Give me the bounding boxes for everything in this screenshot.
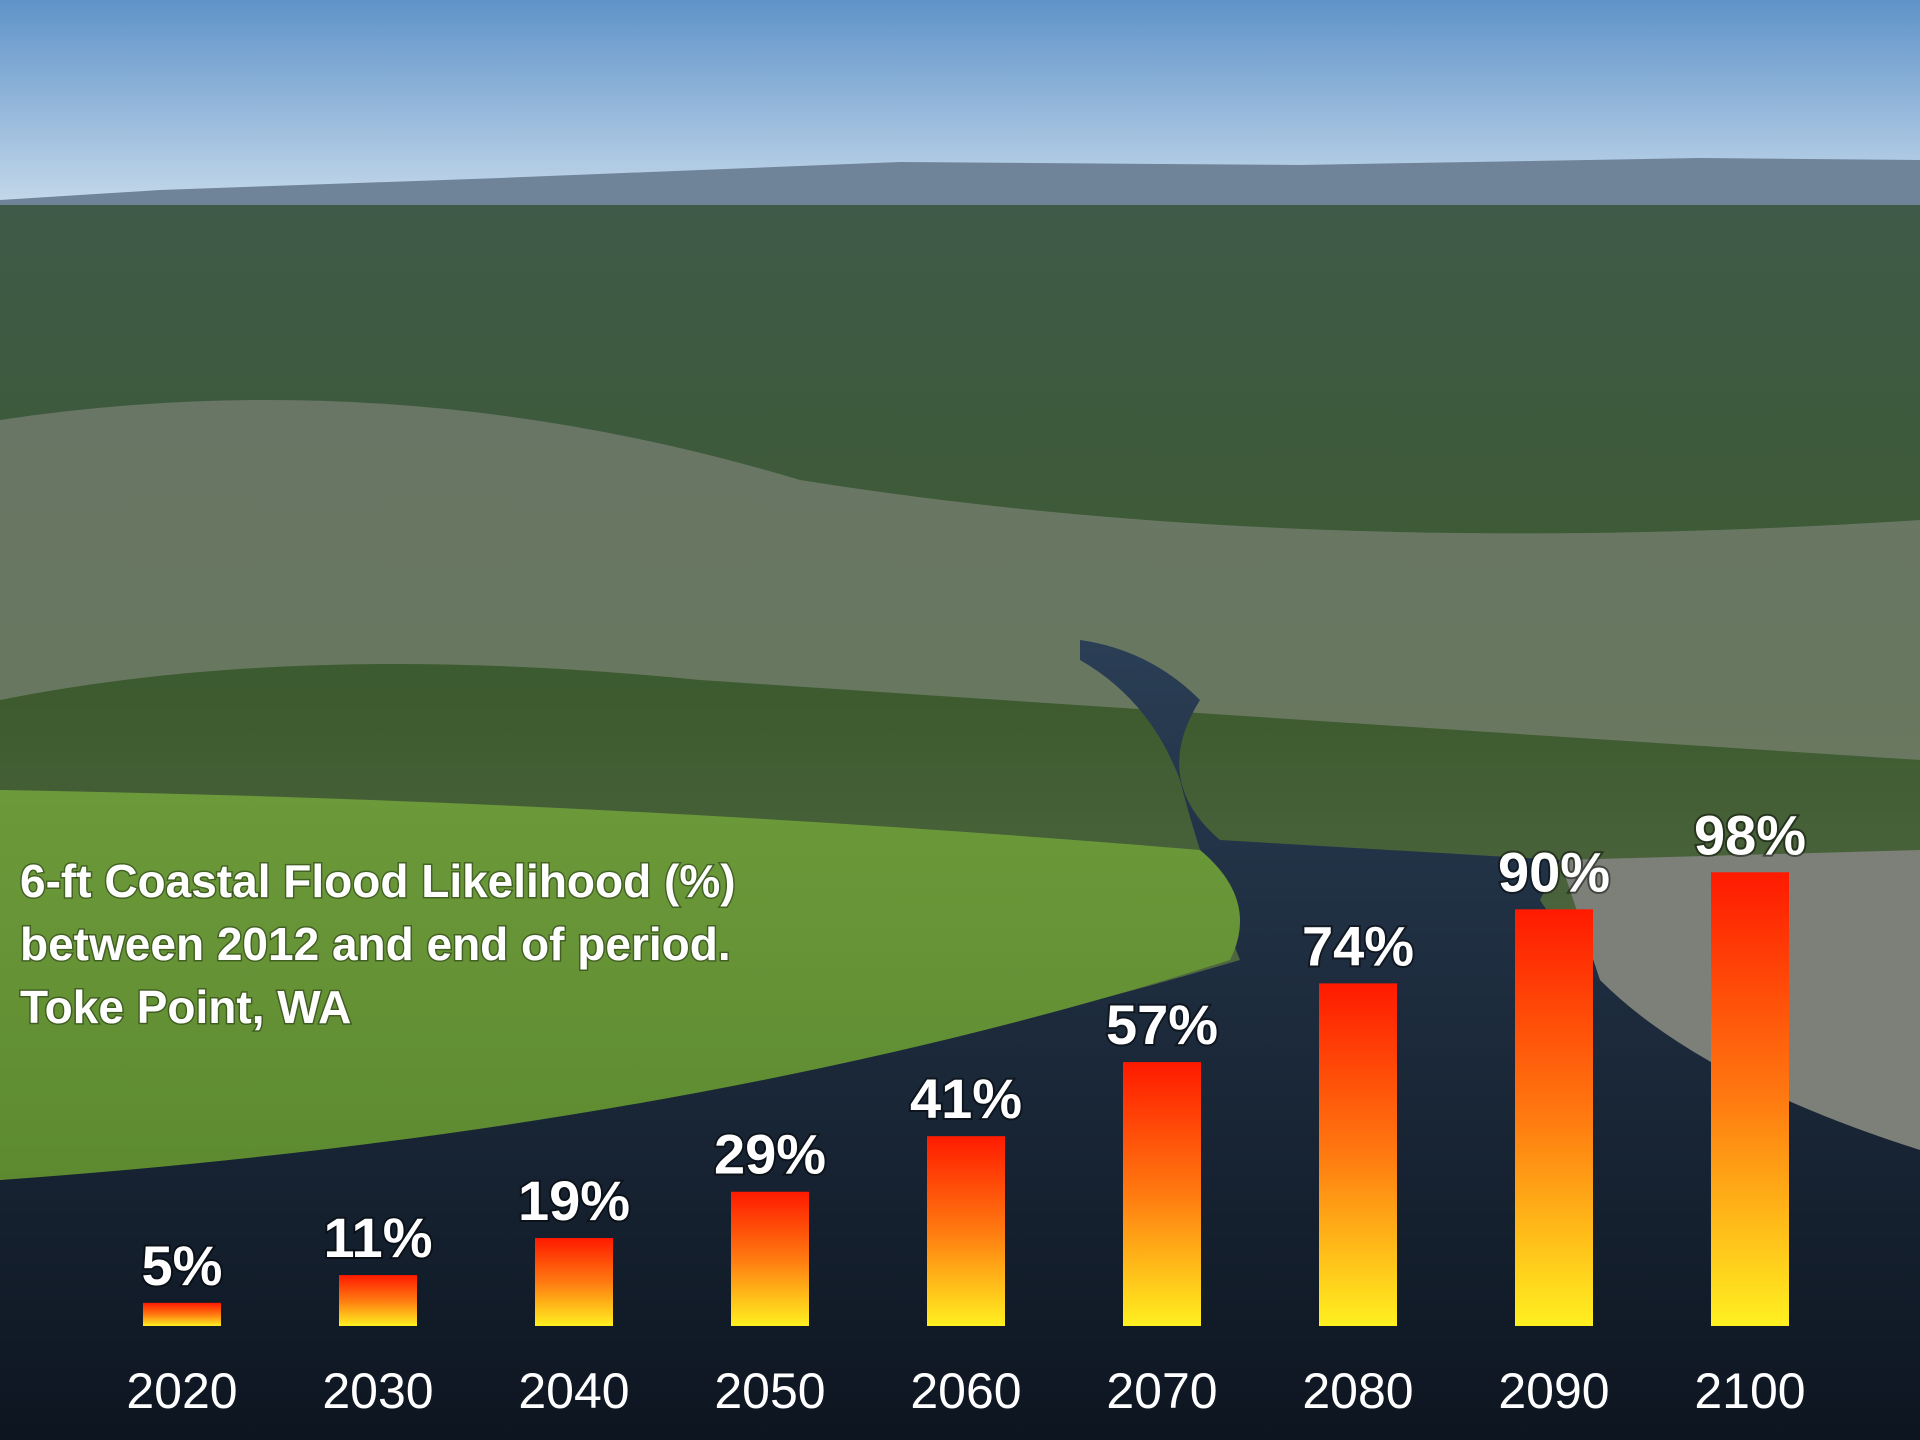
x-tick-label: 2050: [714, 1363, 825, 1419]
bar: [1711, 872, 1789, 1326]
x-tick-label: 2020: [126, 1363, 237, 1419]
bar: [1123, 1062, 1201, 1326]
value-label: 90%: [1498, 840, 1610, 903]
x-tick-label: 2100: [1694, 1363, 1805, 1419]
title-line: 6-ft Coastal Flood Likelihood (%): [20, 855, 736, 907]
x-tick-label: 2060: [910, 1363, 1021, 1419]
bar: [1319, 983, 1397, 1326]
bar: [339, 1275, 417, 1326]
bars: 5% 2020 11% 2030 19% 2040 29% 2050 41% 2060 57% 207…: [126, 801, 1808, 1419]
bar: [1515, 909, 1593, 1326]
value-label: 41%: [910, 1067, 1022, 1130]
x-tick-label: 2070: [1106, 1363, 1217, 1419]
value-label: 19%: [518, 1169, 630, 1232]
x-tick-label: 2090: [1498, 1363, 1609, 1419]
value-label: 98%: [1694, 803, 1806, 866]
title-line: Toke Point, WA: [20, 981, 351, 1033]
value-label: 57%: [1106, 993, 1218, 1056]
bar: [535, 1238, 613, 1326]
value-label: 74%: [1302, 914, 1414, 977]
value-label: 11%: [324, 1206, 433, 1269]
bar: [143, 1302, 221, 1326]
x-tick-label: 2030: [322, 1363, 433, 1419]
value-label: 5%: [142, 1234, 223, 1297]
chart-title: 6-ft Coastal Flood Likelihood (%) between…: [19, 854, 738, 1035]
title-line: between 2012 and end of period.: [20, 918, 731, 970]
bar: [927, 1136, 1005, 1326]
bar: [731, 1191, 809, 1326]
x-tick-label: 2040: [518, 1363, 629, 1419]
x-tick-label: 2080: [1302, 1363, 1413, 1419]
value-label: 29%: [714, 1123, 826, 1186]
